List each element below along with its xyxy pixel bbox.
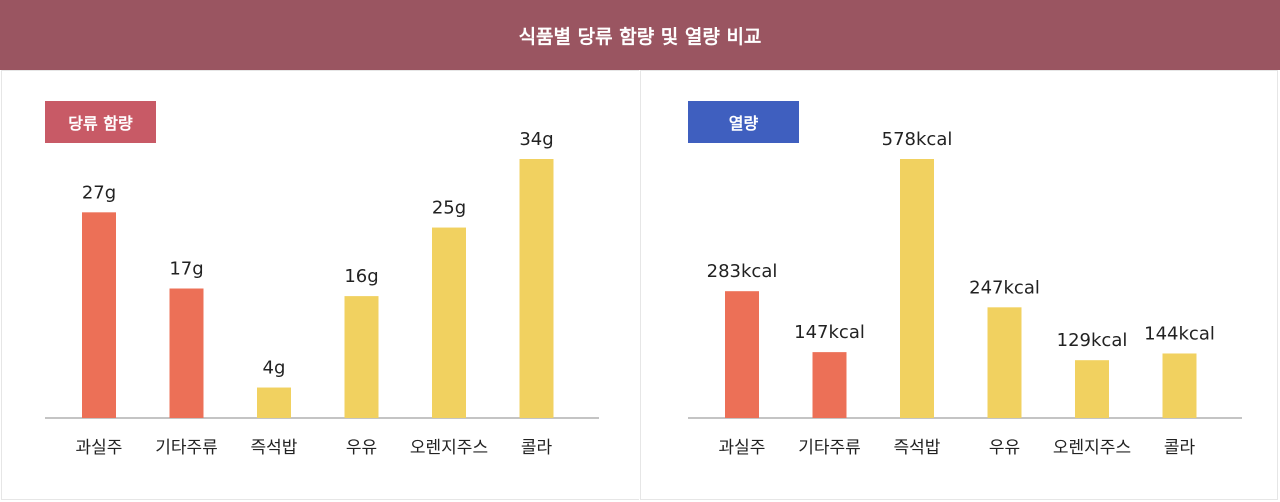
calorie-bar bbox=[1162, 353, 1197, 418]
calorie-chart-panel: 열량 283kcal 과실주 147kcal 기타주류 578kcal 즉석밥 247kca… bbox=[640, 70, 1278, 500]
sugar-bar bbox=[169, 288, 204, 418]
sugar-bar bbox=[519, 159, 554, 418]
calorie-bar bbox=[1075, 360, 1109, 418]
page-title: 식품별 당류 함량 및 열량 비교 bbox=[518, 25, 762, 48]
calorie-value-label: 147kcal bbox=[794, 322, 865, 343]
calorie-value-label: 247kcal bbox=[969, 277, 1040, 298]
calorie-category-label: 과실주 bbox=[719, 438, 766, 458]
calorie-bar bbox=[725, 291, 759, 418]
calorie-value-label: 578kcal bbox=[882, 129, 953, 150]
sugar-category-label: 우유 bbox=[346, 438, 377, 458]
sugar-category-label: 기타주류 bbox=[155, 438, 218, 458]
calorie-category-label: 콜라 bbox=[1164, 438, 1196, 458]
sugar-bar-chart: 27g 과실주 17g 기타주류 4g 즉석밥 16g 우유 25g 오렌지주스 34g 콜라 bbox=[45, 129, 599, 458]
calorie-value-label: 144kcal bbox=[1144, 323, 1215, 344]
sugar-bar bbox=[432, 227, 466, 418]
sugar-value-label: 17g bbox=[169, 259, 203, 280]
calorie-bar-chart: 283kcal 과실주 147kcal 기타주류 578kcal 즉석밥 247kcal 우유… bbox=[688, 129, 1242, 458]
calorie-value-label: 283kcal bbox=[707, 261, 778, 282]
sugar-category-label: 콜라 bbox=[521, 438, 553, 458]
sugar-bar bbox=[82, 212, 116, 418]
sugar-chart-panel: 당류 함량 27g 과실주 17g 기타주류 4g 즉석밥 16g 우유 25g 오렌지주스 34g… bbox=[1, 70, 639, 500]
calorie-category-label: 오렌지주스 bbox=[1053, 438, 1131, 458]
sugar-value-label: 27g bbox=[82, 182, 116, 203]
calorie-category-label: 즉석밥 bbox=[894, 438, 941, 458]
sugar-value-label: 25g bbox=[432, 198, 466, 219]
calorie-chart-title-badge: 열량 bbox=[688, 101, 799, 143]
calorie-category-label: 기타주류 bbox=[798, 438, 861, 458]
sugar-bar bbox=[344, 296, 379, 418]
calorie-category-label: 우유 bbox=[989, 438, 1020, 458]
sugar-value-label: 4g bbox=[263, 358, 286, 379]
sugar-category-label: 과실주 bbox=[76, 438, 123, 458]
page-header: 식품별 당류 함량 및 열량 비교 bbox=[0, 0, 1280, 70]
sugar-category-label: 오렌지주스 bbox=[410, 438, 488, 458]
calorie-bar bbox=[987, 307, 1022, 418]
sugar-category-label: 즉석밥 bbox=[251, 438, 298, 458]
calorie-value-label: 129kcal bbox=[1057, 330, 1128, 351]
calorie-bar bbox=[900, 159, 934, 418]
sugar-value-label: 34g bbox=[519, 129, 553, 150]
sugar-chart-title-badge: 당류 함량 bbox=[45, 101, 156, 143]
calorie-bar bbox=[812, 352, 847, 418]
sugar-value-label: 16g bbox=[344, 266, 378, 287]
sugar-bar bbox=[257, 387, 291, 418]
